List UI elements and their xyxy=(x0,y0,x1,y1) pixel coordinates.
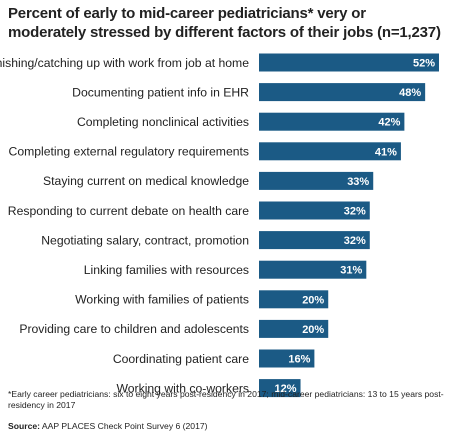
category-label: Completing nonclinical activities xyxy=(77,115,249,129)
bar xyxy=(259,83,426,102)
bar xyxy=(259,319,329,338)
bar xyxy=(259,112,405,131)
bar-value-label: 32% xyxy=(344,235,366,247)
bar xyxy=(259,379,301,398)
category-label: Coordinating patient care xyxy=(113,352,249,366)
category-label: Documenting patient info in EHR xyxy=(72,85,249,99)
bar-value-label: 33% xyxy=(347,176,369,188)
bar xyxy=(259,201,370,220)
bar xyxy=(259,349,315,368)
category-label: Finishing/catching up with work from job… xyxy=(0,56,249,70)
bar-value-label: 48% xyxy=(399,87,421,99)
bar-value-label: 42% xyxy=(378,117,400,129)
bar-value-label: 20% xyxy=(302,294,324,306)
bar xyxy=(259,290,329,309)
category-label: Staying current on medical knowledge xyxy=(43,174,249,188)
footnote: *Early career pediatricians: six to eigh… xyxy=(8,389,444,410)
category-label: Providing care to children and adolescen… xyxy=(19,322,249,336)
category-label: Responding to current debate on health c… xyxy=(8,204,249,218)
category-label: Working with families of patients xyxy=(75,293,249,307)
bar-value-label: 20% xyxy=(302,324,324,336)
category-label: Linking families with resources xyxy=(84,263,249,277)
bar-value-label: 32% xyxy=(344,206,366,218)
category-label: Working with co-workers xyxy=(116,381,249,395)
bar-value-label: 16% xyxy=(288,354,310,366)
source-note: Source: AAP PLACES Check Point Survey 6 … xyxy=(8,421,208,432)
bar xyxy=(259,231,370,250)
bar xyxy=(259,260,367,279)
bar-value-label: 31% xyxy=(340,265,362,277)
category-label: Negotiating salary, contract, promotion xyxy=(41,233,249,247)
bar-value-label: 52% xyxy=(413,58,435,70)
bar xyxy=(259,142,401,161)
bar xyxy=(259,171,374,190)
bar-value-label: 41% xyxy=(375,146,397,158)
category-label: Completing external regulatory requireme… xyxy=(9,145,249,159)
source-label: Source: xyxy=(8,421,40,431)
bar-value-label: 12% xyxy=(275,383,297,395)
bar xyxy=(259,53,439,72)
source-text: AAP PLACES Check Point Survey 6 (2017) xyxy=(40,421,208,431)
chart-title: Percent of early to mid-career pediatric… xyxy=(8,5,441,41)
